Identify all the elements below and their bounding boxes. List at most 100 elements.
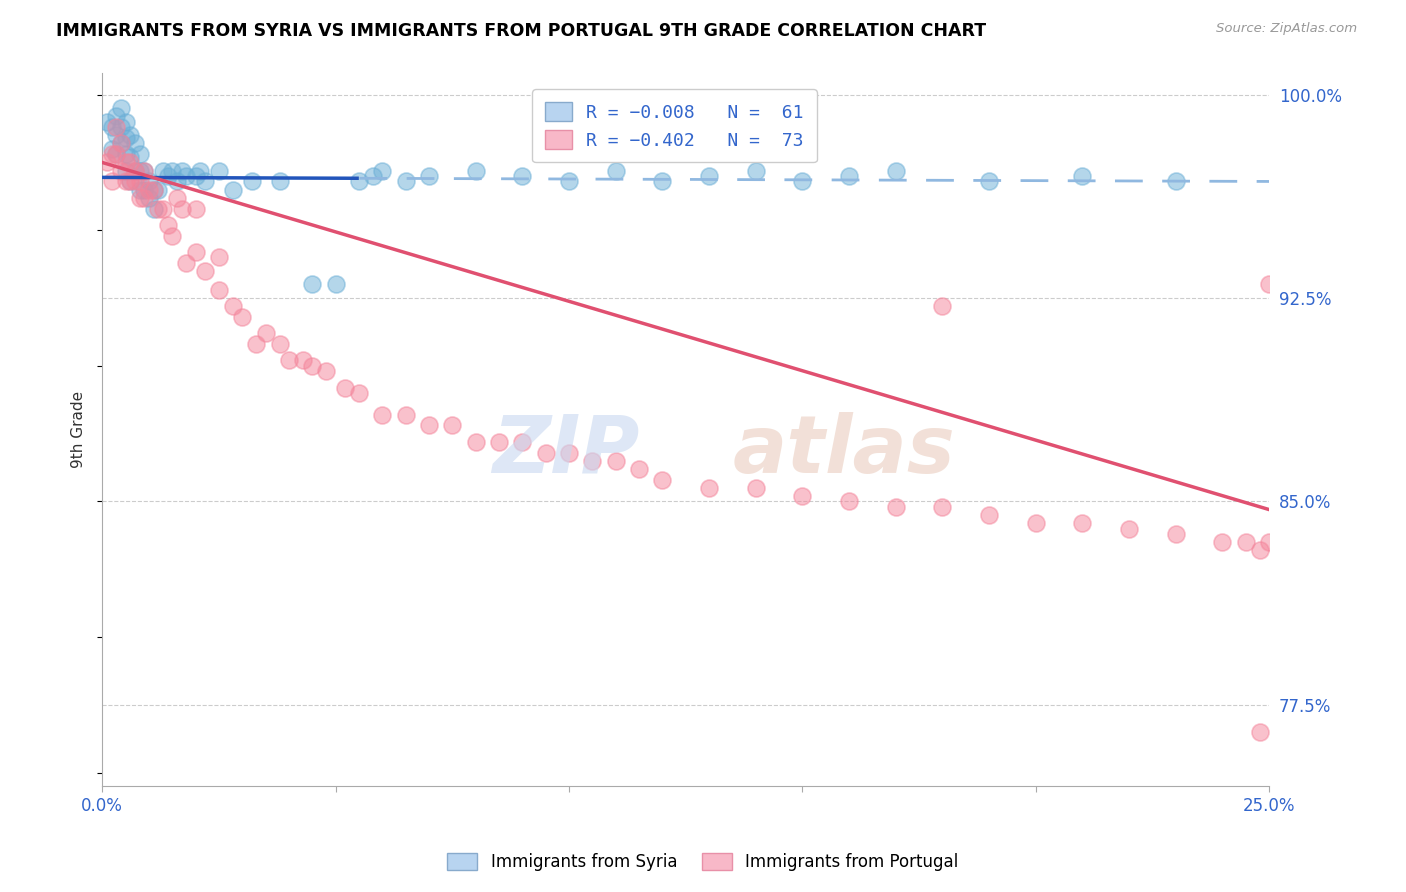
Point [605,163,627,178]
Point [166,191,188,205]
Point [114,115,136,129]
Point [627,462,650,476]
Point [110,163,132,178]
Point [558,445,581,459]
Point [1071,516,1094,530]
Point [1234,535,1257,549]
Point [174,169,197,183]
Point [792,489,814,503]
Point [1071,169,1094,183]
Point [188,163,211,178]
Point [838,169,860,183]
Point [156,218,179,232]
Point [105,128,128,143]
Point [208,283,231,297]
Point [100,142,122,156]
Point [269,174,291,188]
Point [1211,535,1233,549]
Point [510,434,533,449]
Text: atlas: atlas [733,412,955,490]
Point [124,163,146,178]
Point [128,174,150,188]
Point [128,183,150,197]
Point [222,183,245,197]
Point [1164,174,1187,188]
Point [152,202,174,216]
Point [194,264,217,278]
Point [581,454,603,468]
Point [142,183,165,197]
Point [884,163,907,178]
Point [361,169,384,183]
Text: IMMIGRANTS FROM SYRIA VS IMMIGRANTS FROM PORTUGAL 9TH GRADE CORRELATION CHART: IMMIGRANTS FROM SYRIA VS IMMIGRANTS FROM… [56,22,987,40]
Y-axis label: 9th Grade: 9th Grade [72,391,86,468]
Point [301,277,323,292]
Point [105,147,128,161]
Point [110,120,132,135]
Legend: Immigrants from Syria, Immigrants from Portugal: Immigrants from Syria, Immigrants from P… [439,845,967,880]
Point [194,174,217,188]
Point [418,418,440,433]
Point [184,244,207,259]
Point [114,147,136,161]
Point [347,386,370,401]
Point [134,183,156,197]
Point [208,163,231,178]
Point [152,163,174,178]
Point [134,191,156,205]
Point [134,163,156,178]
Point [110,101,132,115]
Point [464,163,486,178]
Point [110,136,132,151]
Point [1164,527,1187,541]
Point [105,120,128,135]
Point [170,163,193,178]
Point [138,191,160,205]
Point [128,191,150,205]
Point [744,481,766,495]
Point [651,473,673,487]
Point [931,299,953,313]
Point [333,380,356,394]
Text: Source: ZipAtlas.com: Source: ZipAtlas.com [1216,22,1357,36]
Point [884,500,907,514]
Point [245,337,267,351]
Point [254,326,277,341]
Point [1249,725,1271,739]
Text: ZIP: ZIP [492,412,638,490]
Point [269,337,291,351]
Point [110,136,132,151]
Point [1025,516,1047,530]
Point [100,120,122,135]
Point [148,202,170,216]
Point [1258,535,1281,549]
Point [315,364,337,378]
Point [838,494,860,508]
Point [977,508,1000,522]
Point [488,434,510,449]
Point [371,163,394,178]
Point [170,202,193,216]
Point [148,183,170,197]
Point [371,408,394,422]
Point [744,163,766,178]
Point [100,174,122,188]
Point [464,434,486,449]
Point [96,155,118,169]
Point [105,147,128,161]
Point [277,353,299,368]
Point [124,174,146,188]
Point [138,183,160,197]
Point [142,183,165,197]
Point [100,147,122,161]
Point [240,174,263,188]
Point [1118,522,1140,536]
Point [931,500,953,514]
Legend: R = −0.008   N =  61, R = −0.402   N =  73: R = −0.008 N = 61, R = −0.402 N = 73 [533,89,817,162]
Point [441,418,464,433]
Point [301,359,323,373]
Point [120,174,142,188]
Point [105,109,128,123]
Point [120,155,142,169]
Point [124,136,146,151]
